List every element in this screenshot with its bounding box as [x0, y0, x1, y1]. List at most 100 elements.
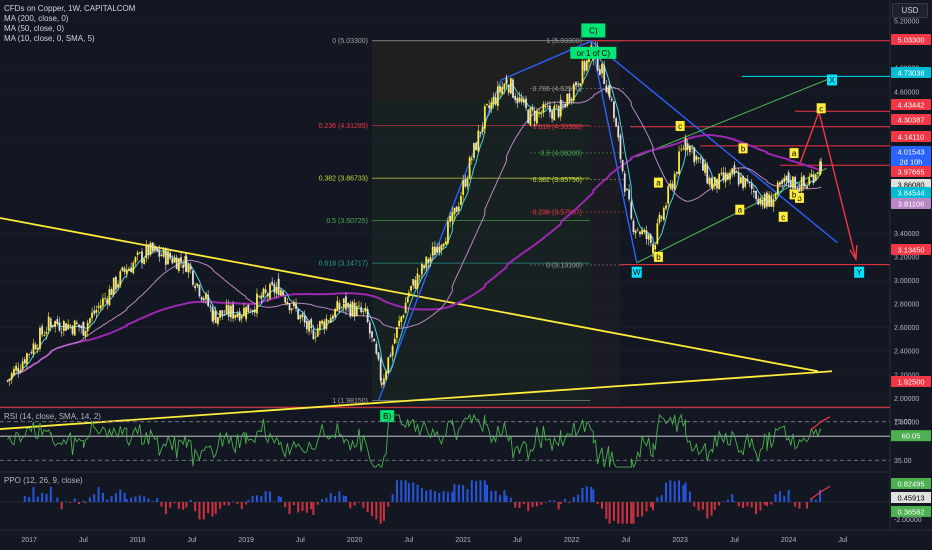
ppo-legend[interactable]: PPO (12, 26, 9, close)	[4, 476, 83, 485]
candle-body	[649, 235, 652, 243]
candle-body	[817, 172, 819, 174]
time-tick-label: 2020	[347, 537, 363, 544]
ppo-histogram-bar	[338, 491, 341, 502]
candle-body	[196, 283, 199, 287]
candle-body	[806, 186, 808, 189]
ppo-histogram-bar	[177, 502, 180, 509]
candle-body	[566, 93, 569, 106]
candle-body	[8, 378, 11, 381]
candle-body	[483, 106, 486, 129]
ppo-histogram-bar	[778, 491, 781, 502]
candle-body	[710, 178, 713, 188]
candle-body	[406, 297, 409, 303]
ppo-histogram-bar	[590, 486, 593, 502]
ppo-histogram-bar	[119, 489, 122, 502]
wave-label: b	[741, 144, 746, 153]
ma50-legend[interactable]: MA (50, close, 0)	[4, 24, 65, 33]
ppo-histogram-bar	[605, 502, 608, 519]
ppo-histogram-bar	[88, 497, 91, 502]
candle-body	[297, 309, 300, 320]
candle-body	[688, 145, 691, 153]
currency-button[interactable]: USD	[892, 3, 928, 18]
candle-body	[275, 286, 278, 294]
rsi-value: 60.05	[902, 432, 921, 441]
rsi-legend[interactable]: RSI (14, close, SMA, 14, 2)	[4, 412, 101, 421]
ppo-value: 0.36582	[897, 508, 924, 517]
ppo-histogram-bar	[223, 502, 226, 506]
candle-body	[258, 295, 261, 297]
ppo-histogram-bar	[673, 481, 676, 502]
candle-body	[763, 193, 766, 208]
price-label-text: 3.13450	[897, 246, 924, 255]
candle-body	[671, 183, 674, 189]
candle-body	[542, 103, 545, 113]
ppo-histogram-bar	[527, 502, 530, 512]
candle-body	[509, 78, 512, 94]
ppo-histogram-bar	[404, 480, 407, 502]
time-tick-label: 2022	[564, 537, 580, 544]
ppo-histogram-bar	[466, 489, 469, 502]
ppo-histogram-bar	[645, 502, 648, 512]
price-label-text: 2d 10h	[900, 158, 923, 167]
ppo-value-box	[891, 492, 931, 503]
candle-body	[619, 135, 622, 160]
ppo-histogram-bar	[284, 502, 287, 508]
candle-body	[362, 310, 365, 313]
candle-body	[462, 180, 465, 195]
symbol-title[interactable]: CFDs on Copper, 1W, CAPITALCOM	[4, 4, 136, 13]
candle-body	[800, 176, 803, 191]
ppo-histogram-bar	[400, 480, 403, 502]
candle-body	[86, 322, 89, 332]
candle-body	[260, 295, 263, 299]
candle-body	[744, 178, 747, 187]
rsi-tick-label: 75.00	[894, 419, 912, 426]
ma200-legend[interactable]: MA (200, close, 0)	[4, 14, 69, 23]
candle-body	[438, 246, 441, 253]
wave-line	[377, 40, 638, 402]
wave-label: a	[656, 179, 661, 188]
ppo-value: 0.82495	[897, 480, 924, 489]
wave-labels: C) or 1 of C) B) W X Ya b c a b c a b c b	[380, 23, 865, 423]
candle-body	[501, 87, 504, 95]
ma10-legend[interactable]: MA (10, close, 0, SMA, 5)	[4, 34, 95, 43]
ppo-histogram-bar	[733, 500, 736, 502]
ppo-histogram-bar	[375, 502, 378, 520]
candle-body	[364, 307, 367, 312]
ppo-histogram-bar	[429, 489, 432, 502]
ppo-histogram-bar	[592, 489, 595, 502]
candle-body	[173, 257, 176, 263]
ppo-histogram-bar	[329, 492, 332, 502]
candle-body	[211, 307, 214, 322]
ppo-histogram-bar	[731, 494, 734, 502]
candle-body	[236, 313, 239, 317]
candle-body	[305, 320, 308, 330]
candle-body	[279, 290, 282, 296]
ppo-histogram-bar	[475, 481, 478, 502]
ppo-histogram-bar	[765, 502, 768, 507]
candle-body	[641, 230, 644, 235]
ppo-histogram-bar	[412, 482, 415, 502]
candle-body	[682, 148, 685, 150]
candle-body	[162, 248, 165, 257]
candle-body	[138, 252, 141, 254]
candle-body	[366, 308, 369, 323]
candle-body	[187, 264, 190, 273]
ppo-histogram-bar	[697, 502, 700, 511]
candle-body	[735, 171, 738, 173]
time-tick-label: Jul	[79, 537, 88, 544]
candle-body	[414, 280, 417, 289]
ppo-histogram-bar	[798, 502, 801, 509]
candle-body	[636, 229, 639, 231]
candle-body	[814, 174, 817, 181]
wave-label-box	[631, 266, 642, 278]
candle-body	[455, 206, 458, 213]
ppo-histogram-bar	[305, 502, 308, 513]
ppo-histogram-bar	[531, 502, 534, 508]
ppo-histogram-bar	[219, 502, 222, 509]
ppo-histogram-bar	[211, 502, 214, 517]
candle-body	[488, 105, 491, 109]
candle-body	[393, 338, 396, 344]
candle-body	[225, 304, 228, 314]
candle-body	[398, 320, 401, 327]
